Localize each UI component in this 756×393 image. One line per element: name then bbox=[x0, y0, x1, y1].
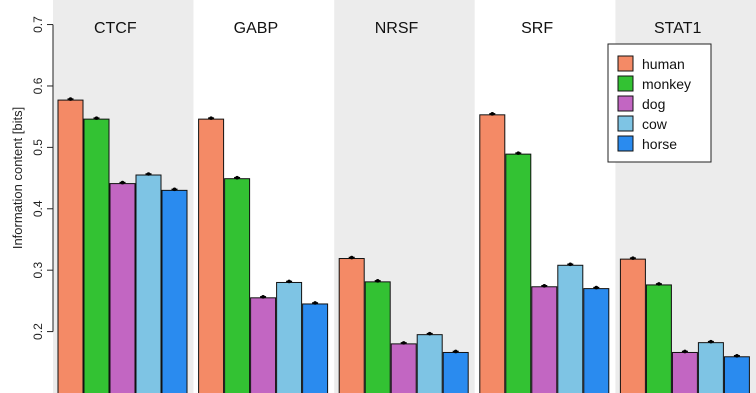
error-point-nrsf-cow bbox=[427, 331, 432, 336]
error-point-srf-cow bbox=[568, 262, 573, 267]
y-tick-label: 0.4 bbox=[31, 200, 45, 217]
bar-gabp-monkey bbox=[224, 178, 251, 393]
bar-stat1-horse bbox=[723, 356, 750, 393]
error-point-gabp-dog bbox=[261, 295, 265, 299]
error-point-ctcf-monkey bbox=[94, 116, 99, 120]
bar-gabp-dog bbox=[250, 297, 277, 393]
error-point-srf-human bbox=[490, 112, 495, 116]
legend-swatch-dog bbox=[617, 95, 634, 112]
bar-ctcf-dog bbox=[109, 183, 136, 393]
error-point-gabp-cow bbox=[287, 279, 291, 284]
y-tick-label: 0.7 bbox=[31, 16, 45, 33]
error-point-stat1-cow bbox=[709, 339, 713, 344]
error-point-srf-horse bbox=[594, 285, 599, 290]
legend-label-human: human bbox=[642, 56, 685, 72]
bar-ctcf-human bbox=[57, 99, 84, 393]
bar-srf-dog bbox=[531, 286, 558, 393]
bar-stat1-monkey bbox=[645, 284, 672, 393]
bar-srf-human bbox=[479, 114, 506, 393]
y-tick-label: 0.2 bbox=[31, 323, 45, 340]
bar-nrsf-dog bbox=[390, 343, 417, 393]
error-point-ctcf-human bbox=[68, 97, 73, 101]
error-point-ctcf-cow bbox=[146, 172, 151, 176]
panel-label-gabp: GABP bbox=[234, 20, 278, 37]
error-point-nrsf-dog bbox=[401, 341, 406, 345]
y-axis-title: Information content [bits] bbox=[10, 107, 25, 249]
error-point-stat1-dog bbox=[683, 349, 687, 354]
bar-stat1-human bbox=[619, 258, 646, 393]
legend-swatch-monkey bbox=[617, 75, 634, 92]
bar-nrsf-monkey bbox=[364, 281, 391, 393]
error-point-nrsf-monkey bbox=[375, 279, 380, 283]
bar-ctcf-monkey bbox=[83, 118, 110, 393]
error-point-nrsf-human bbox=[349, 255, 354, 260]
error-point-srf-monkey bbox=[516, 151, 521, 155]
bar-gabp-cow bbox=[276, 281, 303, 393]
legend-label-monkey: monkey bbox=[642, 76, 691, 92]
error-point-gabp-monkey bbox=[235, 175, 239, 180]
legend-label-dog: dog bbox=[642, 96, 665, 112]
legend: human monkey dog cow horse bbox=[607, 43, 712, 163]
bar-stat1-dog bbox=[671, 351, 698, 393]
bar-srf-monkey bbox=[505, 153, 532, 393]
y-tick-label: 0.5 bbox=[31, 139, 45, 156]
panel-label-nrsf: NRSF bbox=[375, 20, 419, 37]
bar-ctcf-cow bbox=[135, 174, 162, 393]
error-point-ctcf-horse bbox=[172, 187, 177, 192]
bar-gabp-horse bbox=[302, 303, 329, 393]
bar-srf-cow bbox=[557, 264, 584, 393]
panel-label-ctcf: CTCF bbox=[94, 20, 137, 37]
panel-label-stat1: STAT1 bbox=[654, 20, 702, 37]
bar-nrsf-human bbox=[338, 258, 365, 393]
bar-stat1-cow bbox=[697, 342, 724, 393]
bar-nrsf-horse bbox=[442, 351, 469, 393]
error-point-stat1-human bbox=[631, 256, 635, 260]
panel-label-srf: SRF bbox=[521, 20, 553, 37]
error-point-stat1-horse bbox=[735, 353, 739, 358]
bar-srf-horse bbox=[583, 288, 610, 393]
y-axis: 0.2 0.3 0.4 0.5 0.6 0.7 bbox=[31, 16, 54, 340]
legend-swatch-horse bbox=[617, 135, 634, 152]
y-tick-label: 0.3 bbox=[31, 262, 45, 279]
error-point-gabp-horse bbox=[313, 301, 317, 305]
bar-marks bbox=[57, 97, 750, 393]
legend-swatch-cow bbox=[617, 115, 634, 132]
error-point-gabp-human bbox=[209, 116, 213, 120]
bar-gabp-human bbox=[198, 118, 225, 393]
bar-ctcf-horse bbox=[161, 189, 188, 393]
panel-labels: CTCF GABP NRSF SRF STAT1 bbox=[94, 20, 702, 37]
error-point-srf-dog bbox=[542, 283, 547, 288]
legend-label-cow: cow bbox=[642, 116, 668, 132]
legend-swatch-human bbox=[617, 55, 634, 72]
error-point-ctcf-dog bbox=[120, 180, 125, 185]
y-tick-label: 0.6 bbox=[31, 77, 45, 94]
legend-label-horse: horse bbox=[642, 136, 677, 152]
bar-nrsf-cow bbox=[416, 334, 443, 393]
error-point-stat1-monkey bbox=[657, 282, 661, 286]
error-point-nrsf-horse bbox=[453, 349, 458, 354]
